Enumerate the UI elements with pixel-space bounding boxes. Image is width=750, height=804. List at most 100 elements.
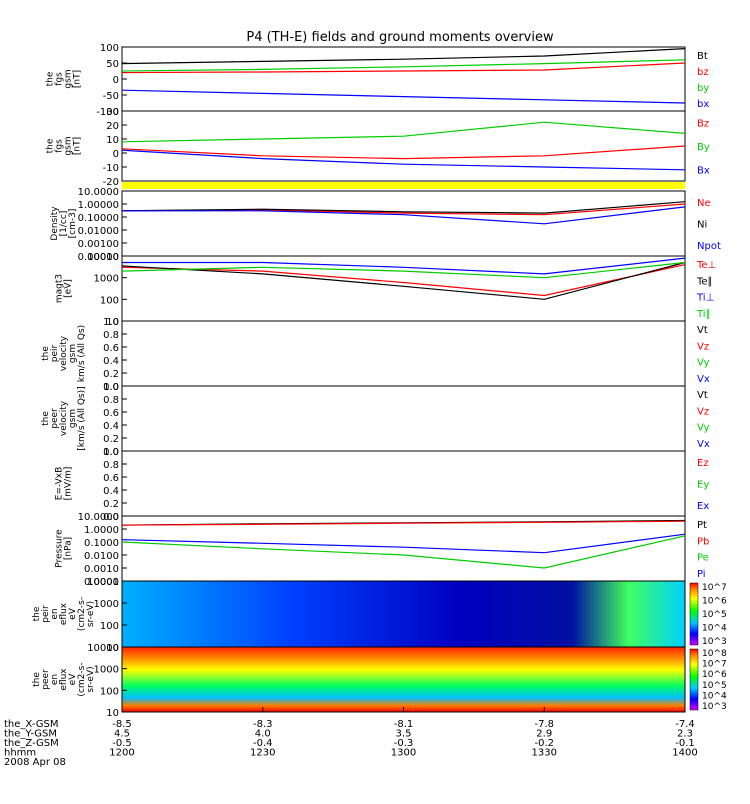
y-tick-label: 0.00010	[78, 252, 119, 263]
panel-label-line: peer	[50, 408, 60, 429]
orbit-row-value: 1400	[672, 748, 697, 759]
legend-Vz: Vz	[697, 406, 709, 417]
panel-label-line: peir	[41, 605, 51, 623]
series-Ti∥	[121, 261, 686, 279]
legend-Ey: Ey	[697, 480, 709, 491]
series-Bz	[121, 145, 686, 160]
panel-frame-peer-velocity	[121, 385, 686, 452]
panel-label-line: the	[41, 346, 51, 361]
legend-Vt: Vt	[697, 390, 708, 401]
y-tick-label: 30	[106, 107, 119, 118]
series-bz	[121, 62, 686, 74]
colorbar-label: 10^7	[702, 660, 727, 670]
legend-Pt: Pt	[697, 520, 707, 531]
panel-label-line: gsm	[68, 344, 78, 363]
y-tick-label: -100	[96, 107, 119, 118]
panel-label-line: the	[32, 672, 42, 687]
y-tick-label: 50	[106, 59, 119, 70]
series-Ti⊥	[122, 257, 686, 275]
colorbar-label: 10^8	[702, 649, 727, 659]
series-Pe	[121, 535, 686, 569]
panel-label-fgs-gsm: the fgs gsm [nT]	[46, 69, 83, 88]
y-tick-label: 0.2	[103, 369, 119, 380]
panel-label-line: eV	[68, 607, 78, 620]
y-tick-label: 10	[106, 708, 119, 719]
orbit-row-value: -8.3	[253, 719, 273, 730]
orbit-row-value: 3.5	[396, 729, 412, 740]
panel-label-fgs-gsm-dtrnd: the fgs gsm [nT]	[46, 136, 83, 155]
panel-label-line: the	[46, 71, 56, 86]
panel-label-line: peir	[50, 344, 60, 362]
legend-Bx: Bx	[697, 165, 710, 176]
panel-label-temperature: magt3 [eV]	[55, 274, 74, 303]
orbit-row-label: the_Y-GSM	[4, 729, 57, 740]
panel-label-line: [nT]	[73, 70, 83, 88]
legend-Ni: Ni	[697, 220, 707, 231]
legend-Vz: Vz	[697, 341, 709, 352]
y-tick-label: 0.0001	[84, 577, 119, 588]
series-Te∥	[121, 261, 686, 300]
panel-label-peir-velocity: the peir velocity gsm km/s (All Qs)	[41, 325, 87, 382]
panel-label-line: E=-VxB	[55, 467, 65, 501]
panel-label-peer-velocity: the peer velocity gsm [km/s (All Qs)]	[41, 386, 87, 450]
panel-label-line: [1/cc]	[59, 211, 69, 237]
legend-Npot: Npot	[697, 241, 721, 252]
y-tick-label: 0.0	[103, 512, 119, 523]
y-tick-label: 0.6	[103, 343, 119, 354]
y-tick-label: 10	[106, 317, 119, 328]
series-Bt	[121, 48, 686, 65]
legend-by: by	[697, 83, 709, 94]
panel-label-line: eV	[68, 673, 78, 686]
y-tick-label: 1000	[94, 665, 119, 676]
panel-label-line: peer	[41, 669, 51, 690]
y-tick-label: 1.00000	[78, 200, 119, 211]
colorbar-label: 10^5	[702, 610, 727, 620]
legend-Pi: Pi	[697, 569, 706, 580]
panel-label-line: the	[32, 606, 42, 621]
y-tick-label: 100	[100, 621, 119, 632]
panel-label-line: sr-eV)	[86, 666, 96, 692]
y-tick-label: 10.0000	[78, 512, 119, 523]
y-tick-label: 0.8	[103, 330, 119, 341]
legend-By: By	[697, 142, 710, 153]
legend-Ti⊥: Ti⊥	[696, 293, 714, 304]
panel-label-line: gsm	[64, 69, 74, 88]
legend-Ti∥: Ti∥	[696, 309, 711, 320]
plot-date: 2008 Apr 08	[4, 757, 66, 768]
panel-label-line: velocity	[59, 400, 69, 436]
series-By	[121, 121, 686, 143]
legend-bz: bz	[697, 67, 709, 78]
y-tick-label: 0.4	[103, 421, 119, 432]
y-tick-label: 20	[106, 121, 119, 132]
series-Pi	[121, 533, 686, 554]
panel-label-line: gsm	[68, 409, 78, 428]
series-Te⊥	[121, 264, 686, 297]
y-tick-label: 0.2	[103, 499, 119, 510]
y-tick-label: 1.0	[103, 447, 119, 458]
orbit-row-value: 1200	[109, 748, 134, 759]
y-tick-label: 0.10000	[78, 213, 119, 224]
y-tick-label: 0	[113, 75, 119, 86]
series-Npot	[122, 206, 686, 225]
y-tick-label: 0.8	[103, 460, 119, 471]
panel-label-line: km/s (All Qs)	[77, 325, 87, 382]
panel-label-line: eflux	[59, 602, 69, 625]
y-tick-label: 0.6	[103, 408, 119, 419]
panel-frame-density	[121, 190, 686, 257]
legend-Vy: Vy	[697, 423, 710, 434]
panel-label-line: sr-eV)	[86, 601, 96, 627]
colorbar-peer-spec	[689, 648, 699, 711]
y-tick-label: 0	[113, 149, 119, 160]
legend-Ez: Ez	[697, 458, 709, 469]
series-Bx	[121, 149, 686, 171]
y-tick-label: 10000	[87, 252, 119, 263]
orbit-row-value: -0.3	[394, 738, 414, 749]
y-tick-label: 0.0	[103, 382, 119, 393]
orbit-row-value: 1330	[532, 748, 557, 759]
orbit-row-value: 4.0	[255, 729, 271, 740]
y-tick-label: 10000	[87, 577, 119, 588]
panel-label-line: fgs	[55, 72, 65, 86]
orbit-row-value: -7.4	[675, 719, 695, 730]
panel-label-efield: E=-VxB [mV/m]	[55, 467, 74, 501]
